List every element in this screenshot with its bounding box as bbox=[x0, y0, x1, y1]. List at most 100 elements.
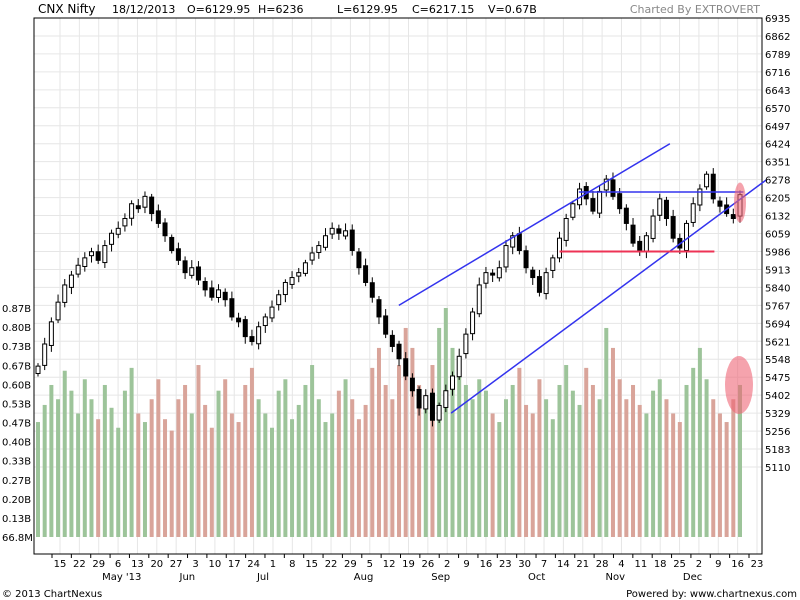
volume-bar bbox=[89, 399, 94, 537]
x-day-label: 28 bbox=[596, 559, 609, 570]
candle-body bbox=[710, 173, 716, 200]
volume-bar bbox=[537, 379, 542, 537]
volume-bar bbox=[370, 367, 375, 537]
volume-bar bbox=[624, 399, 629, 537]
volume-bar bbox=[497, 422, 502, 537]
x-month-label: May '13 bbox=[102, 572, 141, 583]
candle-body bbox=[189, 267, 195, 276]
candle-body bbox=[296, 272, 302, 277]
x-axis-month-labels: May '13 Jun Jul Aug Sep Oct Nov Dec bbox=[102, 572, 702, 583]
volume-bar bbox=[450, 347, 455, 537]
candle-body bbox=[637, 240, 643, 251]
price-tick-label: 6716 bbox=[765, 68, 790, 79]
x-day-label: 21 bbox=[576, 559, 589, 570]
volume-bars bbox=[36, 308, 742, 537]
candle-body bbox=[610, 179, 616, 197]
volume-bar bbox=[109, 407, 114, 537]
volume-highlight-marker bbox=[725, 355, 753, 414]
candle-body bbox=[343, 230, 349, 237]
x-day-label: 23 bbox=[751, 559, 764, 570]
x-day-label: 22 bbox=[73, 559, 86, 570]
candle-body bbox=[262, 316, 268, 327]
candle-body bbox=[496, 267, 502, 279]
x-day-label: 19 bbox=[402, 559, 415, 570]
candle-body bbox=[603, 178, 609, 191]
candle-body bbox=[643, 235, 649, 252]
x-day-label: 3 bbox=[192, 559, 198, 570]
volume-bar bbox=[350, 399, 355, 537]
volume-bar bbox=[323, 422, 328, 537]
x-day-label: 15 bbox=[305, 559, 318, 570]
volume-bar bbox=[356, 419, 361, 537]
x-day-label: 2 bbox=[444, 559, 450, 570]
volume-tick-label: 66.8M bbox=[2, 533, 33, 544]
volume-bar bbox=[483, 390, 488, 537]
volume-tick-label: 0.47B bbox=[2, 419, 31, 430]
candle-body bbox=[704, 173, 710, 188]
x-day-label: 5 bbox=[367, 559, 373, 570]
candle-body bbox=[443, 390, 449, 408]
volume-bar bbox=[69, 390, 74, 537]
x-day-label: 8 bbox=[289, 559, 295, 570]
candle-body bbox=[543, 272, 549, 295]
volume-bar bbox=[390, 399, 395, 537]
price-tick-label: 5840 bbox=[765, 283, 790, 294]
volume-tick-label: 0.33B bbox=[2, 457, 31, 468]
volume-bar bbox=[76, 413, 81, 537]
volume-bar bbox=[303, 384, 308, 537]
volume-bar bbox=[270, 427, 274, 537]
volume-bar bbox=[517, 367, 522, 537]
candle-body bbox=[476, 284, 482, 315]
candle-body bbox=[510, 235, 516, 248]
volume-bar bbox=[557, 384, 562, 537]
candle-body bbox=[429, 392, 435, 421]
candle-body bbox=[129, 203, 135, 219]
candle-body bbox=[269, 306, 275, 319]
price-tick-label: 6935 bbox=[765, 14, 790, 25]
volume-bar bbox=[383, 384, 388, 537]
volume-bar bbox=[423, 404, 428, 537]
volume-bar bbox=[597, 399, 602, 537]
price-tick-label: 6205 bbox=[765, 194, 790, 205]
volume-tick-label: 0.27B bbox=[2, 476, 31, 487]
candle-body bbox=[690, 203, 696, 223]
candle-body bbox=[169, 236, 175, 251]
candle-body bbox=[88, 251, 94, 257]
price-highlight-marker bbox=[734, 182, 746, 223]
volume-bar bbox=[631, 384, 636, 537]
x-day-label: 11 bbox=[634, 559, 647, 570]
volume-bar bbox=[122, 390, 127, 537]
candle-body bbox=[617, 193, 623, 210]
volume-bar bbox=[343, 379, 348, 537]
volume-bar bbox=[296, 404, 301, 537]
x-day-label: 20 bbox=[150, 559, 163, 570]
price-tick-label: 5548 bbox=[765, 355, 790, 366]
volume-bar bbox=[310, 365, 315, 537]
x-day-label: 6 bbox=[115, 559, 121, 570]
volume-bar bbox=[129, 367, 134, 537]
candle-body bbox=[463, 333, 469, 355]
x-day-label: 25 bbox=[673, 559, 686, 570]
candle-body bbox=[650, 215, 656, 239]
volume-bar bbox=[336, 390, 341, 537]
charted-by-label: Charted By EXTROVERT bbox=[630, 3, 760, 16]
x-day-label: 18 bbox=[654, 559, 667, 570]
candle-body bbox=[597, 190, 603, 214]
price-tick-label: 6862 bbox=[765, 32, 790, 43]
x-day-label: 29 bbox=[344, 559, 357, 570]
price-tick-label: 6424 bbox=[765, 140, 790, 151]
candle-body bbox=[369, 282, 375, 298]
candle-body bbox=[115, 227, 121, 235]
volume-bar bbox=[276, 390, 281, 537]
header-date: 18/12/2013 bbox=[112, 3, 175, 16]
candle-body bbox=[182, 260, 188, 274]
volume-bar bbox=[664, 399, 669, 537]
volume-bar bbox=[443, 308, 448, 537]
volume-axis-labels: 0.87B 0.80B 0.73B 0.67B 0.60B 0.53B 0.47B 0.40B… bbox=[2, 304, 33, 544]
volume-bar bbox=[470, 399, 475, 537]
volume-bar bbox=[209, 427, 214, 537]
volume-tick-label: 0.87B bbox=[2, 304, 31, 315]
candle-body bbox=[62, 284, 68, 303]
x-month-label: Jun bbox=[179, 572, 196, 583]
candle-body bbox=[242, 319, 248, 338]
